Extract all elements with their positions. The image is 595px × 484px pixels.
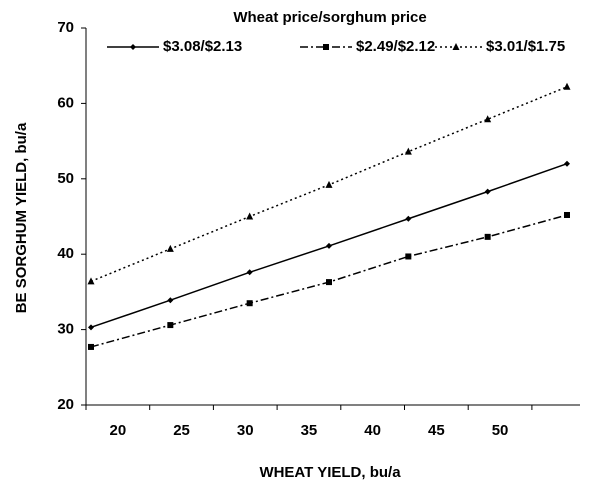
x-axis-label: WHEAT YIELD, bu/a xyxy=(259,464,401,481)
marker xyxy=(325,180,333,188)
x-tick-label: 45 xyxy=(428,422,445,439)
marker xyxy=(563,82,571,90)
x-tick-label: 30 xyxy=(237,422,254,439)
marker xyxy=(167,322,174,329)
y-tick-label: 40 xyxy=(57,245,74,262)
x-tick-label: 40 xyxy=(364,422,381,439)
legend-label: $2.49/$2.12 xyxy=(356,38,435,55)
x-tick-label: 25 xyxy=(173,422,190,439)
marker xyxy=(246,212,254,220)
y-axis-label: BE SORGHUM YIELD, bu/a xyxy=(13,122,30,313)
marker xyxy=(246,269,253,276)
marker xyxy=(484,115,492,123)
y-tick-label: 60 xyxy=(57,94,74,111)
marker xyxy=(246,300,253,307)
marker xyxy=(326,242,332,249)
x-tick-label: 35 xyxy=(301,422,318,439)
marker xyxy=(452,43,460,50)
marker xyxy=(405,253,412,260)
marker xyxy=(404,147,412,155)
marker xyxy=(166,244,174,252)
x-tick-label: 50 xyxy=(492,422,509,439)
marker xyxy=(484,233,491,240)
legend-label: $3.08/$2.13 xyxy=(163,38,242,55)
marker xyxy=(88,343,94,350)
x-tick-label: 20 xyxy=(110,422,127,439)
y-tick-label: 20 xyxy=(57,396,74,413)
marker xyxy=(405,215,412,222)
marker xyxy=(87,277,95,285)
marker xyxy=(323,44,329,50)
marker xyxy=(130,44,136,50)
legend-label: $3.01/$1.75 xyxy=(486,38,565,55)
marker xyxy=(167,297,174,304)
marker xyxy=(564,211,570,218)
marker xyxy=(326,279,332,286)
marker xyxy=(88,324,94,331)
legend-title: Wheat price/sorghum price xyxy=(233,9,426,26)
marker xyxy=(484,188,491,195)
y-tick-label: 50 xyxy=(57,170,74,187)
y-tick-label: 70 xyxy=(57,19,74,36)
y-tick-label: 30 xyxy=(57,321,74,338)
marker xyxy=(564,160,570,167)
